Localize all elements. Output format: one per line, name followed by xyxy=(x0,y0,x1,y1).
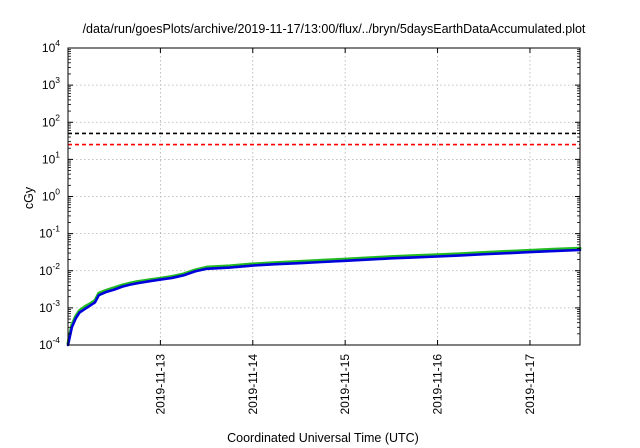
y-tick-label: 104 xyxy=(42,38,60,55)
y-tick-label: 10-4 xyxy=(39,335,60,352)
series-lines xyxy=(66,246,582,347)
series-line-1 xyxy=(66,248,582,347)
x-axis-label: Coordinated Universal Time (UTC) xyxy=(227,431,419,445)
chart-title: /data/run/goesPlots/archive/2019-11-17/1… xyxy=(83,22,586,36)
threshold-lines xyxy=(68,132,580,146)
y-tick-label: 102 xyxy=(42,112,60,129)
x-tick-label: 2019-11-14 xyxy=(246,354,260,415)
x-tick-label: 2019-11-15 xyxy=(338,354,352,415)
ticks: 10-4 10-3 10-2 10-1 100 101 102 103 104 2019-11-1… xyxy=(39,38,580,415)
y-tick-label: 103 xyxy=(42,75,60,92)
y-tick-label: 10-2 xyxy=(39,261,60,278)
y-axis-label: cGy xyxy=(22,186,36,209)
grid xyxy=(68,48,580,345)
y-tick-label: 100 xyxy=(42,187,60,204)
series-line-0 xyxy=(66,246,582,345)
y-tick-label: 10-3 xyxy=(39,298,60,315)
x-tick-label: 2019-11-13 xyxy=(153,354,167,415)
y-tick-label: 10-1 xyxy=(39,224,60,241)
x-tick-label: 2019-11-17 xyxy=(523,354,537,415)
y-tick-label: 101 xyxy=(42,149,60,166)
x-tick-label: 2019-11-16 xyxy=(431,354,445,415)
